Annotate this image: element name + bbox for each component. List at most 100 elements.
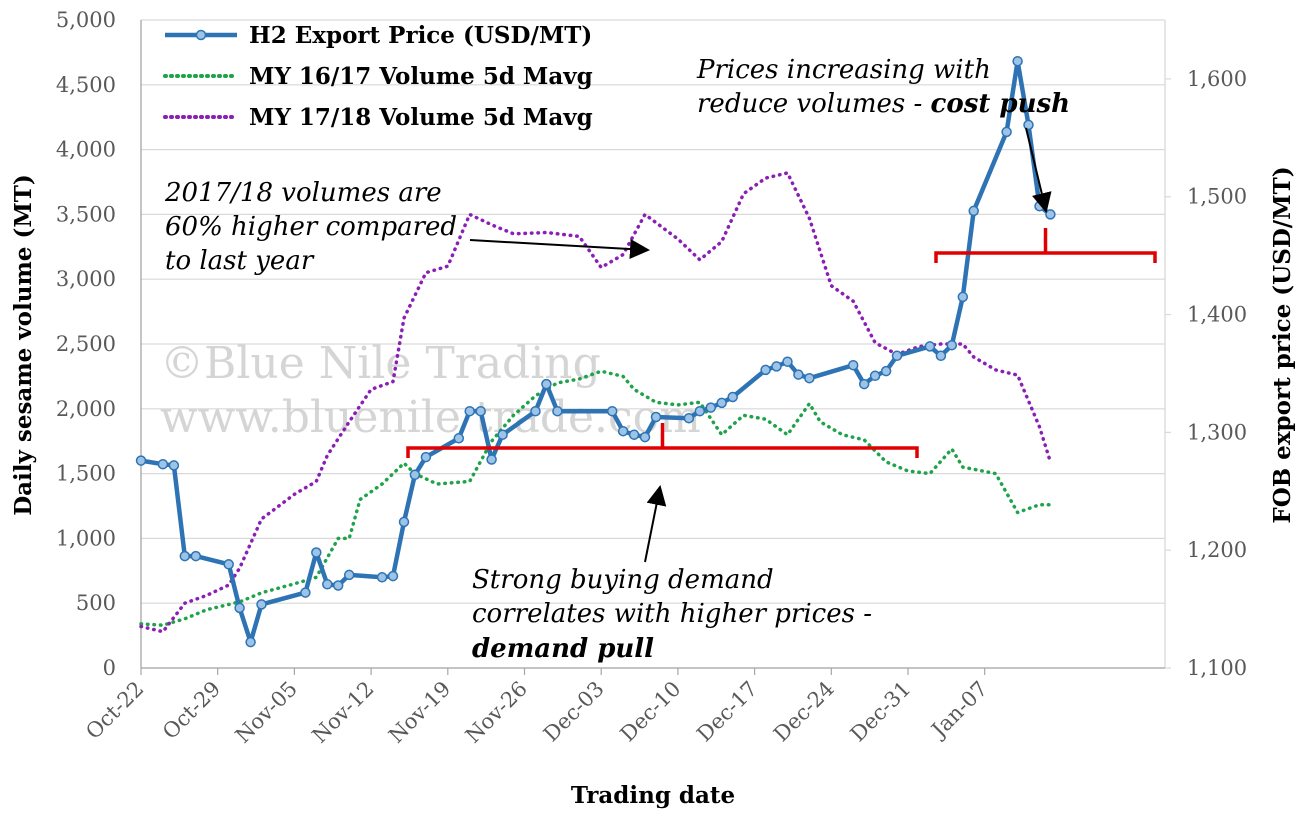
series-2	[139, 171, 1053, 634]
data-point	[760, 364, 771, 376]
right-tick-label: 1,300	[1187, 420, 1247, 444]
arrow-volumes	[469, 239, 650, 259]
data-point	[464, 405, 475, 417]
x-tick-label: Nov-12	[307, 677, 378, 748]
data-point	[716, 397, 727, 409]
data-point	[727, 391, 738, 403]
arrow-demand-pull	[644, 485, 667, 563]
annotation-volumes-line-2: 60% higher compared	[165, 212, 457, 242]
x-tick-label: Nov-05	[231, 677, 302, 748]
data-point	[300, 587, 311, 598]
data-point	[683, 412, 695, 424]
annotation-cost-push-line-1: Prices increasing with	[696, 55, 991, 85]
data-point	[793, 369, 804, 380]
annotation-demand-line-2: correlates with higher prices -	[472, 599, 872, 629]
data-point	[869, 370, 881, 382]
data-point	[617, 425, 629, 437]
left-tick-label: 500	[76, 591, 116, 615]
data-point	[552, 405, 563, 417]
x-tick-label: Dec-24	[769, 677, 839, 747]
watermark-line-1: ©Blue Nile Trading	[160, 338, 601, 389]
watermark-line-2: www.bluenile trade.com	[160, 392, 701, 443]
data-point	[486, 454, 497, 465]
data-point	[168, 460, 180, 471]
left-tick-label: 4,500	[56, 73, 116, 97]
annotation-demand-line-3: demand pull	[472, 634, 654, 664]
data-point	[639, 431, 651, 443]
left-axis-ticks: 0 500 1,000 1,500 2,000 2,500 3,000 3,500 4,000 4…	[56, 8, 116, 680]
data-point	[398, 516, 410, 528]
left-tick-label: 3,500	[56, 202, 116, 226]
legend-label-1617: MY 16/17 Volume 5d Mavg	[249, 63, 593, 90]
data-point	[946, 339, 958, 351]
data-point	[924, 341, 936, 352]
x-tick-label: Dec-31	[846, 677, 916, 747]
data-point	[135, 455, 147, 466]
data-point	[157, 458, 169, 470]
annotation-cost-push-line-2: reduce volumes - cost push	[697, 89, 1070, 119]
left-tick-label: 2,000	[56, 397, 116, 421]
bracket-cost-push	[934, 228, 1157, 263]
x-axis-title: Trading date	[571, 782, 735, 809]
data-point	[190, 550, 202, 562]
data-point	[497, 429, 508, 440]
data-point	[420, 451, 432, 463]
data-point	[475, 405, 486, 417]
data-point	[245, 636, 256, 648]
legend: H2 Export Price (USD/MT) MY 16/17 Volume…	[163, 22, 593, 131]
legend-label-price: H2 Export Price (USD/MT)	[249, 22, 592, 49]
data-point	[858, 378, 870, 390]
data-point	[771, 361, 782, 372]
data-point	[694, 405, 706, 417]
x-tick-label: Nov-26	[461, 677, 532, 748]
data-point	[409, 469, 421, 481]
data-point	[387, 570, 399, 582]
data-point	[650, 411, 662, 423]
left-tick-label: 5,000	[56, 8, 116, 32]
data-point	[179, 550, 191, 562]
data-point	[541, 378, 552, 390]
data-point	[628, 429, 640, 440]
data-point	[1034, 200, 1045, 212]
data-point	[705, 402, 717, 413]
data-point	[1023, 119, 1034, 131]
data-point	[1001, 126, 1012, 138]
series-0	[135, 55, 1056, 648]
data-point	[223, 559, 234, 570]
right-tick-label: 1,500	[1187, 185, 1247, 209]
watermark: ©Blue Nile Trading www.bluenile trade.co…	[160, 338, 701, 443]
data-point	[1012, 55, 1023, 67]
data-point	[234, 602, 245, 614]
series-layer	[135, 55, 1056, 648]
x-tick-label: Dec-17	[692, 677, 762, 747]
annotation-cost-push-emphasis: cost push	[931, 89, 1071, 119]
left-axis-title: Daily sesame volume (MT)	[10, 174, 37, 516]
x-tick-label: Oct-29	[158, 677, 225, 744]
right-tick-label: 1,600	[1187, 67, 1247, 91]
arrow-cost-push	[1025, 127, 1052, 213]
right-axis-ticks: 1,100 1,200 1,300 1,400 1,500 1,600	[1165, 67, 1247, 680]
data-point	[530, 405, 541, 417]
annotation-volumes-line-3: to last year	[165, 246, 315, 276]
data-point	[1045, 209, 1056, 220]
right-tick-label: 1,100	[1187, 656, 1247, 680]
annotations: Prices increasing with reduce volumes - …	[164, 55, 1070, 664]
x-tick-label: Nov-19	[384, 677, 455, 748]
x-tick-label: Oct-22	[81, 677, 148, 744]
right-tick-label: 1,200	[1187, 538, 1247, 562]
series-line	[139, 369, 1053, 627]
x-tick-label: Dec-10	[616, 677, 686, 747]
legend-marker-price	[195, 29, 207, 41]
data-point	[804, 372, 815, 384]
right-axis-title: FOB export price (USD/MT)	[1269, 166, 1296, 523]
data-point	[847, 359, 859, 371]
brackets	[406, 228, 1157, 458]
left-tick-label: 3,000	[56, 267, 116, 291]
right-tick-label: 1,400	[1187, 303, 1247, 327]
series-1	[139, 369, 1053, 627]
data-point	[935, 350, 947, 362]
data-point	[343, 569, 355, 581]
data-point	[782, 356, 793, 367]
data-point	[968, 205, 979, 217]
gridlines	[141, 19, 1165, 669]
